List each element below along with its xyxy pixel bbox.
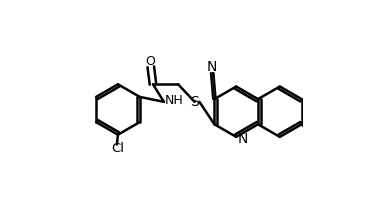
Text: O: O — [145, 55, 155, 68]
Text: S: S — [190, 95, 199, 109]
Text: N: N — [207, 60, 217, 74]
Text: Cl: Cl — [111, 142, 124, 155]
Text: NH: NH — [165, 94, 184, 107]
Text: N: N — [238, 132, 248, 146]
